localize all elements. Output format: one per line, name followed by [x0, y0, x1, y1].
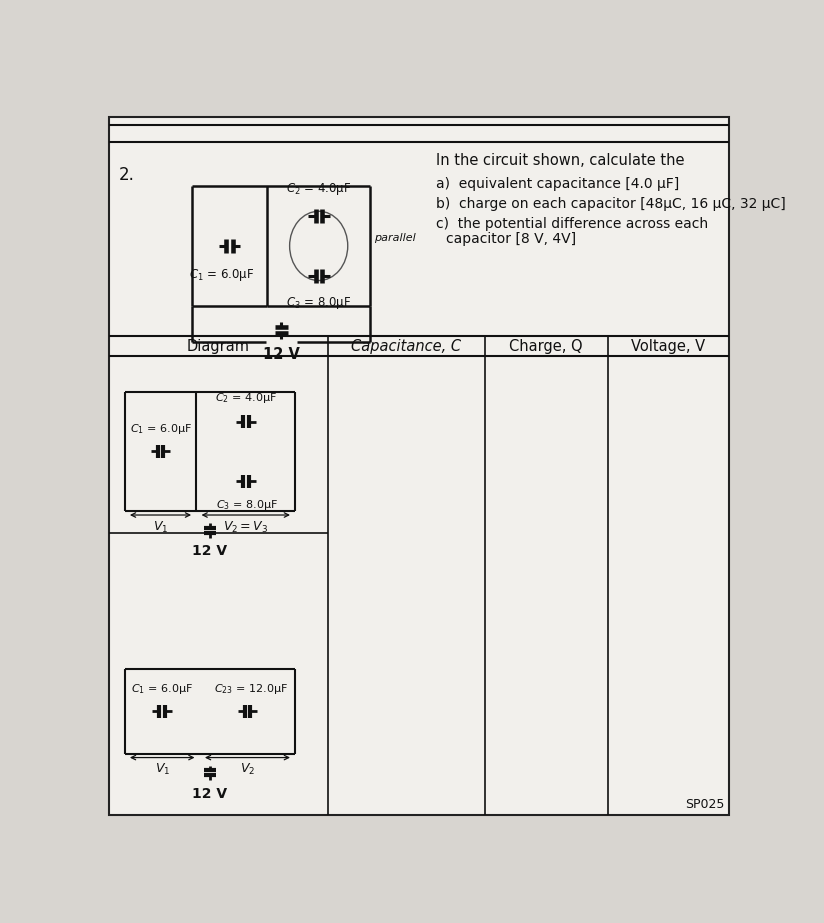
Text: $C_1$ = 6.0μF: $C_1$ = 6.0μF: [129, 422, 191, 436]
Text: $C_2$ = 4.0μF: $C_2$ = 4.0μF: [286, 181, 351, 197]
Text: a)  equivalent capacitance [4.0 μF]: a) equivalent capacitance [4.0 μF]: [436, 177, 680, 191]
Text: Capacitance, C: Capacitance, C: [351, 339, 461, 354]
Text: SP025: SP025: [686, 797, 724, 810]
Text: $C_3$ = 8.0μF: $C_3$ = 8.0μF: [286, 295, 351, 311]
Text: $C_1$ = 6.0μF: $C_1$ = 6.0μF: [190, 268, 255, 283]
Text: $C_2$ = 4.0μF: $C_2$ = 4.0μF: [215, 390, 277, 404]
Text: $V_1$: $V_1$: [153, 520, 168, 534]
Text: Diagram: Diagram: [187, 339, 250, 354]
Text: $C_{23}$ = 12.0μF: $C_{23}$ = 12.0μF: [214, 682, 288, 696]
Text: $V_1$: $V_1$: [155, 762, 170, 777]
Text: Charge, Q: Charge, Q: [509, 339, 583, 354]
Text: parallel: parallel: [374, 234, 416, 243]
Text: In the circuit shown, calculate the: In the circuit shown, calculate the: [436, 153, 685, 168]
Text: 2.: 2.: [119, 165, 134, 184]
Text: b)  charge on each capacitor [48μC, 16 μC, 32 μC]: b) charge on each capacitor [48μC, 16 μC…: [436, 197, 786, 211]
Text: capacitor [8 V, 4V]: capacitor [8 V, 4V]: [446, 233, 576, 246]
Text: $V_2$: $V_2$: [240, 762, 255, 777]
Text: $C_1$ = 6.0μF: $C_1$ = 6.0μF: [131, 682, 193, 696]
Text: c)  the potential difference across each: c) the potential difference across each: [436, 217, 709, 231]
Text: 12 V: 12 V: [263, 347, 300, 362]
Text: 12 V: 12 V: [192, 786, 227, 801]
Text: 12 V: 12 V: [192, 545, 227, 558]
Text: $V_2=V_3$: $V_2=V_3$: [223, 520, 269, 534]
Text: $C_3$ = 8.0μF: $C_3$ = 8.0μF: [217, 498, 279, 512]
Text: Voltage, V: Voltage, V: [631, 339, 705, 354]
